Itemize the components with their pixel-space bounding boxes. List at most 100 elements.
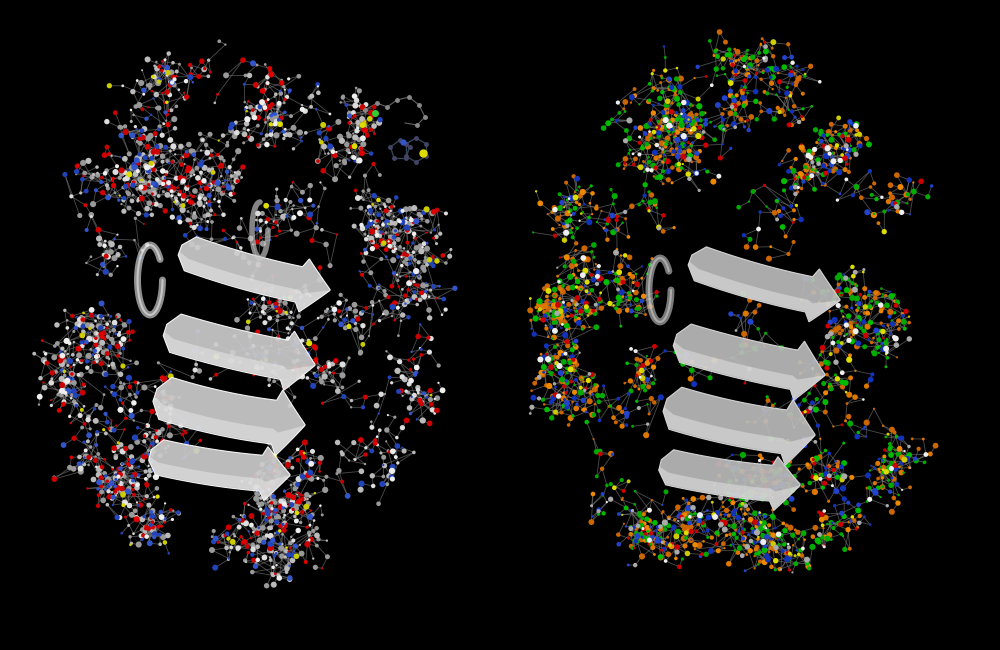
Point — [264, 521, 280, 532]
Point — [893, 456, 909, 467]
Point — [134, 455, 150, 465]
Point — [755, 474, 771, 484]
Point — [892, 448, 908, 458]
Point — [267, 92, 283, 102]
Point — [184, 166, 200, 177]
Point — [766, 114, 782, 124]
Point — [682, 110, 698, 120]
Point — [44, 378, 60, 388]
Point — [139, 162, 155, 172]
Point — [637, 190, 653, 201]
Point — [155, 389, 171, 399]
Point — [663, 120, 679, 131]
Point — [255, 294, 271, 304]
Point — [114, 446, 130, 456]
Point — [622, 292, 638, 303]
Point — [165, 57, 181, 68]
Point — [114, 169, 130, 179]
Point — [261, 70, 277, 80]
Point — [856, 317, 872, 327]
Point — [367, 202, 383, 212]
Point — [173, 201, 189, 211]
Point — [528, 374, 544, 384]
Point — [719, 530, 735, 541]
Point — [385, 255, 401, 265]
Point — [164, 514, 180, 525]
Point — [49, 320, 65, 330]
Point — [555, 297, 571, 307]
Point — [249, 60, 265, 70]
Point — [555, 281, 571, 291]
Point — [901, 333, 917, 344]
Point — [82, 424, 98, 434]
Point — [132, 177, 148, 187]
Point — [670, 515, 686, 526]
Point — [640, 164, 656, 175]
Point — [282, 197, 298, 207]
Point — [770, 68, 786, 78]
Point — [785, 485, 801, 495]
Point — [301, 535, 317, 545]
Point — [219, 140, 235, 151]
Point — [781, 542, 797, 552]
Point — [643, 190, 659, 200]
Point — [274, 113, 290, 124]
Point — [730, 484, 746, 494]
Point — [140, 102, 156, 112]
Point — [355, 194, 371, 205]
Point — [599, 218, 615, 229]
Point — [215, 530, 231, 541]
Point — [268, 452, 284, 462]
Point — [260, 509, 276, 519]
Point — [74, 405, 90, 415]
Point — [313, 374, 329, 385]
Point — [288, 286, 304, 296]
Point — [893, 434, 909, 444]
Point — [557, 318, 573, 328]
Point — [193, 182, 209, 192]
Point — [828, 127, 844, 137]
Point — [740, 69, 756, 79]
Point — [578, 298, 594, 308]
Point — [158, 443, 174, 454]
Point — [36, 347, 52, 358]
Point — [588, 203, 604, 214]
Point — [734, 492, 750, 502]
Point — [546, 301, 562, 311]
Point — [808, 404, 824, 415]
Point — [201, 200, 217, 210]
Point — [835, 273, 851, 283]
Point — [112, 463, 128, 474]
Point — [804, 157, 820, 167]
Point — [646, 171, 662, 181]
Point — [400, 224, 416, 235]
Point — [583, 181, 599, 191]
Point — [139, 491, 155, 501]
Point — [631, 302, 647, 313]
Point — [680, 137, 696, 148]
Point — [858, 432, 874, 442]
Point — [181, 163, 197, 174]
Point — [819, 130, 835, 140]
Point — [732, 528, 748, 538]
Point — [317, 485, 333, 495]
Point — [783, 70, 799, 80]
Point — [775, 546, 791, 556]
Point — [757, 523, 773, 533]
Point — [731, 98, 747, 109]
Point — [842, 543, 858, 554]
Point — [832, 328, 848, 339]
Point — [607, 276, 623, 286]
Point — [409, 300, 425, 310]
Point — [233, 213, 249, 224]
Point — [407, 255, 423, 265]
Point — [248, 80, 264, 90]
Point — [665, 538, 681, 549]
Point — [210, 177, 226, 187]
Point — [257, 285, 273, 295]
Point — [105, 500, 121, 510]
Point — [362, 114, 378, 124]
Point — [768, 531, 784, 541]
Point — [268, 463, 284, 473]
Point — [706, 480, 722, 490]
